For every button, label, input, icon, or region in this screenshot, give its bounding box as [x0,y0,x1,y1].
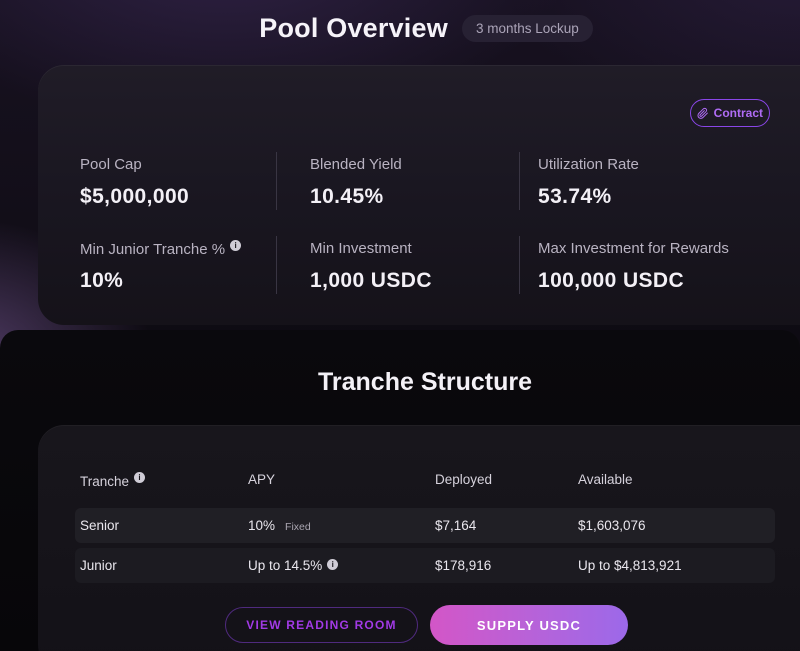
stats-divider [276,152,277,210]
info-icon[interactable]: i [327,559,339,570]
stat-label-max-investment-rewards: Max Investment for Rewards [538,240,729,257]
column-header-tranche: Tranche i [80,472,146,489]
stat-label-utilization-rate: Utilization Rate [538,156,639,173]
cell-tranche: Junior [80,558,117,573]
lockup-badge: 3 months Lockup [461,14,593,42]
column-header-available: Available [578,472,633,487]
stat-value-min-junior-tranche: 10% [80,269,124,292]
stat-label-blended-yield: Blended Yield [310,156,402,173]
table-row-junior: Junior Up to 14.5% i $178,916 Up to $4,81… [75,548,775,583]
stats-divider [276,236,277,294]
column-header-apy: APY [248,472,276,487]
stat-value-pool-cap: $5,000,000 [80,185,190,208]
stat-label-min-junior-tranche: Min Junior Tranche % i [80,240,242,258]
cell-apy: Up to 14.5% i [248,558,339,573]
cell-deployed: $178,916 [435,558,492,573]
stat-value-min-investment: 1,000 USDC [310,269,432,292]
apy-fixed-tag: Fixed [285,521,311,533]
stats-divider [519,152,520,210]
page-title: Pool Overview [259,12,448,43]
pool-overview-card [38,65,800,325]
cell-tranche: Senior [80,518,120,533]
paperclip-icon [697,107,708,119]
cell-available: $1,603,076 [578,518,646,533]
column-header-deployed: Deployed [435,472,493,487]
stats-divider [519,236,520,294]
stat-label-min-investment: Min Investment [310,240,412,257]
supply-usdc-button[interactable]: SUPPLY USDC [430,605,628,645]
stat-label-pool-cap: Pool Cap [80,156,142,173]
stat-value-blended-yield: 10.45% [310,185,384,208]
stat-value-max-investment-rewards: 100,000 USDC [538,269,685,292]
cell-apy: 10% Fixed [248,518,311,533]
contract-button-label: Contract [713,106,763,120]
contract-button[interactable]: Contract [690,99,770,127]
view-reading-room-button[interactable]: VIEW READING ROOM [225,607,418,643]
page-header: Pool Overview 3 months Lockup [26,10,800,46]
cell-available: Up to $4,813,921 [578,558,682,573]
info-icon[interactable]: i [134,472,146,483]
table-row-senior: Senior 10% Fixed $7,164 $1,603,076 [75,508,775,543]
tranche-section-title: Tranche Structure [318,368,532,396]
info-icon[interactable]: i [230,240,242,251]
stat-value-utilization-rate: 53.74% [538,185,612,208]
cell-deployed: $7,164 [435,518,477,533]
